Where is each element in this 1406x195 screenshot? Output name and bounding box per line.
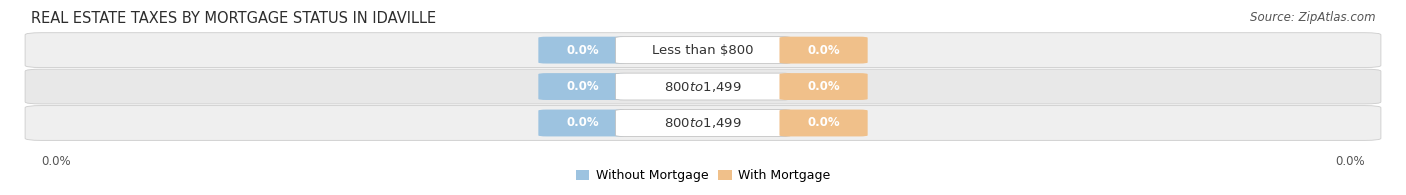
Text: 0.0%: 0.0% — [1334, 155, 1364, 168]
Text: Source: ZipAtlas.com: Source: ZipAtlas.com — [1250, 11, 1375, 24]
Text: 0.0%: 0.0% — [567, 80, 599, 93]
Text: $800 to $1,499: $800 to $1,499 — [664, 116, 742, 130]
FancyBboxPatch shape — [538, 73, 627, 100]
Text: REAL ESTATE TAXES BY MORTGAGE STATUS IN IDAVILLE: REAL ESTATE TAXES BY MORTGAGE STATUS IN … — [31, 11, 436, 26]
FancyBboxPatch shape — [616, 110, 790, 136]
Text: 0.0%: 0.0% — [807, 44, 839, 57]
Text: 0.0%: 0.0% — [567, 116, 599, 129]
FancyBboxPatch shape — [538, 110, 627, 136]
Text: 0.0%: 0.0% — [42, 155, 72, 168]
FancyBboxPatch shape — [25, 33, 1381, 67]
Text: $800 to $1,499: $800 to $1,499 — [664, 80, 742, 94]
FancyBboxPatch shape — [779, 37, 868, 64]
Text: 0.0%: 0.0% — [567, 44, 599, 57]
FancyBboxPatch shape — [25, 69, 1381, 104]
FancyBboxPatch shape — [779, 110, 868, 136]
FancyBboxPatch shape — [616, 73, 790, 100]
FancyBboxPatch shape — [25, 106, 1381, 140]
Legend: Without Mortgage, With Mortgage: Without Mortgage, With Mortgage — [571, 164, 835, 187]
FancyBboxPatch shape — [538, 37, 627, 64]
Text: Less than $800: Less than $800 — [652, 44, 754, 57]
Text: 0.0%: 0.0% — [807, 116, 839, 129]
FancyBboxPatch shape — [779, 73, 868, 100]
FancyBboxPatch shape — [616, 37, 790, 64]
Text: 0.0%: 0.0% — [807, 80, 839, 93]
